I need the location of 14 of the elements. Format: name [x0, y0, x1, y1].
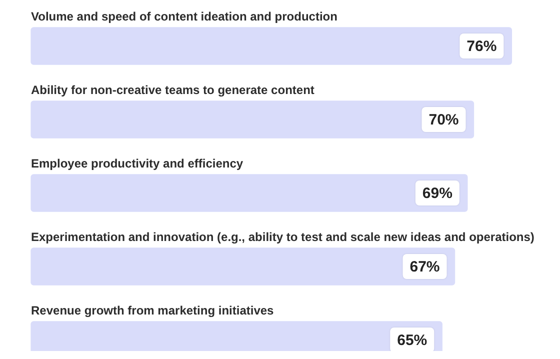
y-tick-label: Experimentation and innovation (e.g., ability to test and scale new ideas and operations) [31, 230, 534, 244]
y-tick-label: Ability for non-creative teams to generate content [31, 83, 314, 97]
bar [30, 100, 474, 138]
data-label: 70% [428, 112, 459, 129]
bar [30, 248, 456, 286]
y-tick-label: Revenue growth from marketing initiatives [31, 304, 274, 318]
y-tick-label: Volume and speed of content ideation and production [31, 10, 338, 24]
data-label: 67% [410, 258, 440, 276]
data-label: 76% [466, 38, 497, 56]
bar [30, 27, 512, 65]
data-label: 65% [397, 332, 428, 350]
y-tick-label: Employee productivity and efficiency [31, 156, 244, 170]
bar [30, 174, 468, 212]
data-label: 69% [422, 185, 452, 202]
